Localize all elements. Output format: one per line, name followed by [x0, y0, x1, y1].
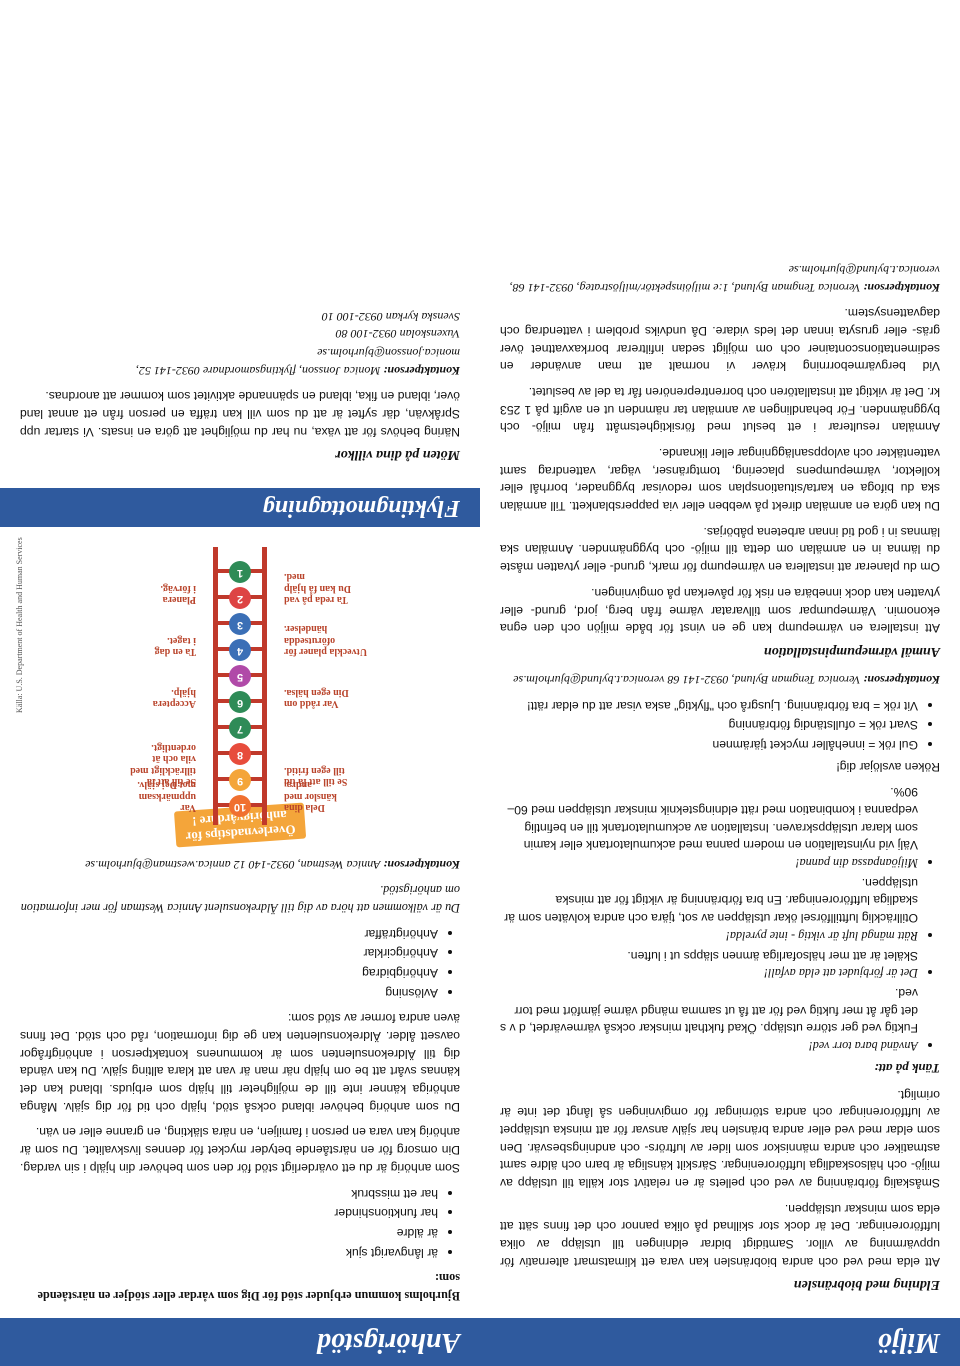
heading-biobranslen: Eldning med biobränslen — [500, 1274, 940, 1294]
ladder-node-8: 8 — [229, 743, 251, 765]
smoke-intro: Röken avslöjar dig! — [500, 757, 940, 775]
support-item: Anhörigbidrag — [20, 963, 438, 981]
para: Om du planerar att installera en värmepu… — [500, 522, 940, 575]
support-item: Avlösning — [20, 983, 438, 1001]
support-item: Anhörigcirklar — [20, 944, 438, 962]
para: Näring behövs för att växa, nu har du mö… — [20, 387, 460, 440]
para: Du som anhörig behöver ibland också stöd… — [20, 1009, 460, 1115]
ladder-node-2: 2 — [229, 587, 251, 609]
heading-tank-pa: Tänk på att: — [500, 1058, 940, 1077]
ladder-node-4: 4 — [229, 639, 251, 661]
ladder-infographic: Överlevnadstips för anhörigvårdare ! 109… — [20, 537, 460, 847]
contact-flykting: Kontaktperson: Monica Jonsson, flyktings… — [20, 344, 460, 379]
ladder-label-right: Se till att fåtillräckligt medvila och ä… — [46, 741, 196, 787]
ladder-credit: Källa: U.S. Department of Health and Hum… — [14, 537, 26, 713]
contact-miljo-1: Kontaktperson: Veronica Tengman Bylund, … — [500, 671, 940, 688]
para: Småskalig förbränning av ved och pellets… — [500, 1085, 940, 1191]
ladder-label-right: Ta en dagi taget. — [46, 634, 196, 657]
subheader-flykting: Flyktingmottagning — [0, 488, 480, 527]
contact-miljo-2: Kontaktperson: Veronica Tengman Bylund, … — [500, 261, 940, 296]
tips-list: Använd bara torr ved!Fuktig ved ger stör… — [500, 783, 940, 1054]
smoke-item: Vit rök = bra förbränning. Ljusgrå och "… — [500, 696, 918, 714]
contact-label: Kontaktperson: — [383, 858, 460, 872]
criteria-item: är äldre — [20, 1223, 438, 1241]
left-header: Miljö — [480, 1318, 960, 1366]
tip-item: Rätt mängd luft är viktig - inte pyrelda… — [500, 873, 918, 944]
contact-label: Kontaktperson: — [863, 281, 940, 295]
ladder-label-left: Ta reda på vadDu kan få hjälpmed. — [284, 571, 434, 606]
contact-kyrkan: Svenska kyrkan 0932-100 10 — [20, 307, 460, 324]
tip-item: Använd bara torr ved!Fuktig ved ger stör… — [500, 983, 918, 1054]
criteria-list: är långvarigt sjuk är äldrehar funktionsh… — [20, 1184, 460, 1261]
criteria-item: har funktionshinder — [20, 1204, 438, 1222]
para: Du kan göra en anmälan direkt på webben … — [500, 443, 940, 514]
smoke-item: Gul rök = innehåller mycket tjärämnen — [500, 735, 918, 753]
intro-text: Bjurholms kommun erbjuder stöd för Dig s… — [20, 1269, 460, 1304]
ladder-node-3: 3 — [229, 613, 251, 635]
ladder-label-left: Utveckla planer föroförutseddahändelser. — [284, 623, 434, 658]
support-item: Anhörigträffar — [20, 924, 438, 942]
ladder-node-7: 7 — [229, 717, 251, 739]
para: Att installera en värmepump kan ge en vi… — [500, 583, 940, 636]
para: Anmälan resulterar i ett beslut med förs… — [500, 382, 940, 435]
contact-vuxenskolan: Vuxenskolan 0932-100 80 — [20, 325, 460, 342]
tip-item: Miljöanpassa din panna!Välj vid nyinstal… — [500, 783, 918, 871]
contact-label: Kontaktperson: — [383, 364, 460, 378]
ladder-label-right: Planerai förväg. — [46, 582, 196, 605]
tip-item: Det är förbjudet att elda avfall!Skälet … — [500, 946, 918, 981]
left-column: Miljö Eldning med biobränslen Att elda m… — [480, 0, 960, 1366]
ladder-label-left: Var rådd omDin egen hälsa. — [284, 686, 434, 709]
contact-text: Veronica Tengman Bylund, 0932-141 68 ver… — [513, 673, 863, 687]
ladder: 10987654321 — [205, 547, 275, 807]
right-column: Anhörigstöd Bjurholms kommun erbjuder st… — [0, 0, 480, 1366]
ladder-label-left: Se till att få tidtill egen fritid. — [284, 764, 434, 787]
smoke-item: Svart rök = ofullständig förbränning — [500, 716, 918, 734]
ladder-node-10: 10 — [229, 795, 251, 817]
ladder-node-5: 5 — [229, 665, 251, 687]
contact-anhorig: Kontaktperson: Annica Westman, 0932-140 … — [20, 855, 460, 872]
para: Att elda med ved och andra biobränslen k… — [500, 1199, 940, 1270]
ladder-rail-left — [262, 547, 267, 825]
heading-moten: Möten på dina villkor — [20, 444, 460, 464]
criteria-item: är långvarigt sjuk — [20, 1243, 438, 1261]
ladder-label-right: Accepterahjälp. — [46, 686, 196, 709]
ladder-rail-right — [213, 547, 218, 825]
ladder-node-1: 1 — [229, 561, 251, 583]
right-content-bottom: Möten på dina villkor Näring behövs för … — [0, 297, 480, 488]
para: Du är välkommen att höra av dig till Äld… — [20, 881, 460, 916]
ladder-node-6: 6 — [229, 691, 251, 713]
para: Vid bergvärmeborrning kräver vi normalt … — [500, 304, 940, 375]
heading-varmepump: Anmäl värmepumpinstallation — [500, 640, 940, 660]
criteria-item: har ett missbruk — [20, 1184, 438, 1202]
support-list: Avlösning AnhörigbidragAnhörigcirklar Anhö… — [20, 924, 460, 1001]
right-header: Anhörigstöd — [0, 1318, 480, 1366]
right-content-top: Bjurholms kommun erbjuder stöd för Dig s… — [0, 527, 480, 1318]
para: Som anhörig är du ett ovärderligt stöd f… — [20, 1123, 460, 1176]
ladder-node-9: 9 — [229, 769, 251, 791]
smoke-list: Gul rök = innehåller mycket tjärämnenSva… — [500, 696, 940, 753]
contact-label: Kontaktperson: — [863, 673, 940, 687]
contact-text: Annica Westman, 0932-140 12 annica.westm… — [85, 858, 383, 872]
left-content: Eldning med biobränslen Att elda med ved… — [480, 243, 960, 1318]
